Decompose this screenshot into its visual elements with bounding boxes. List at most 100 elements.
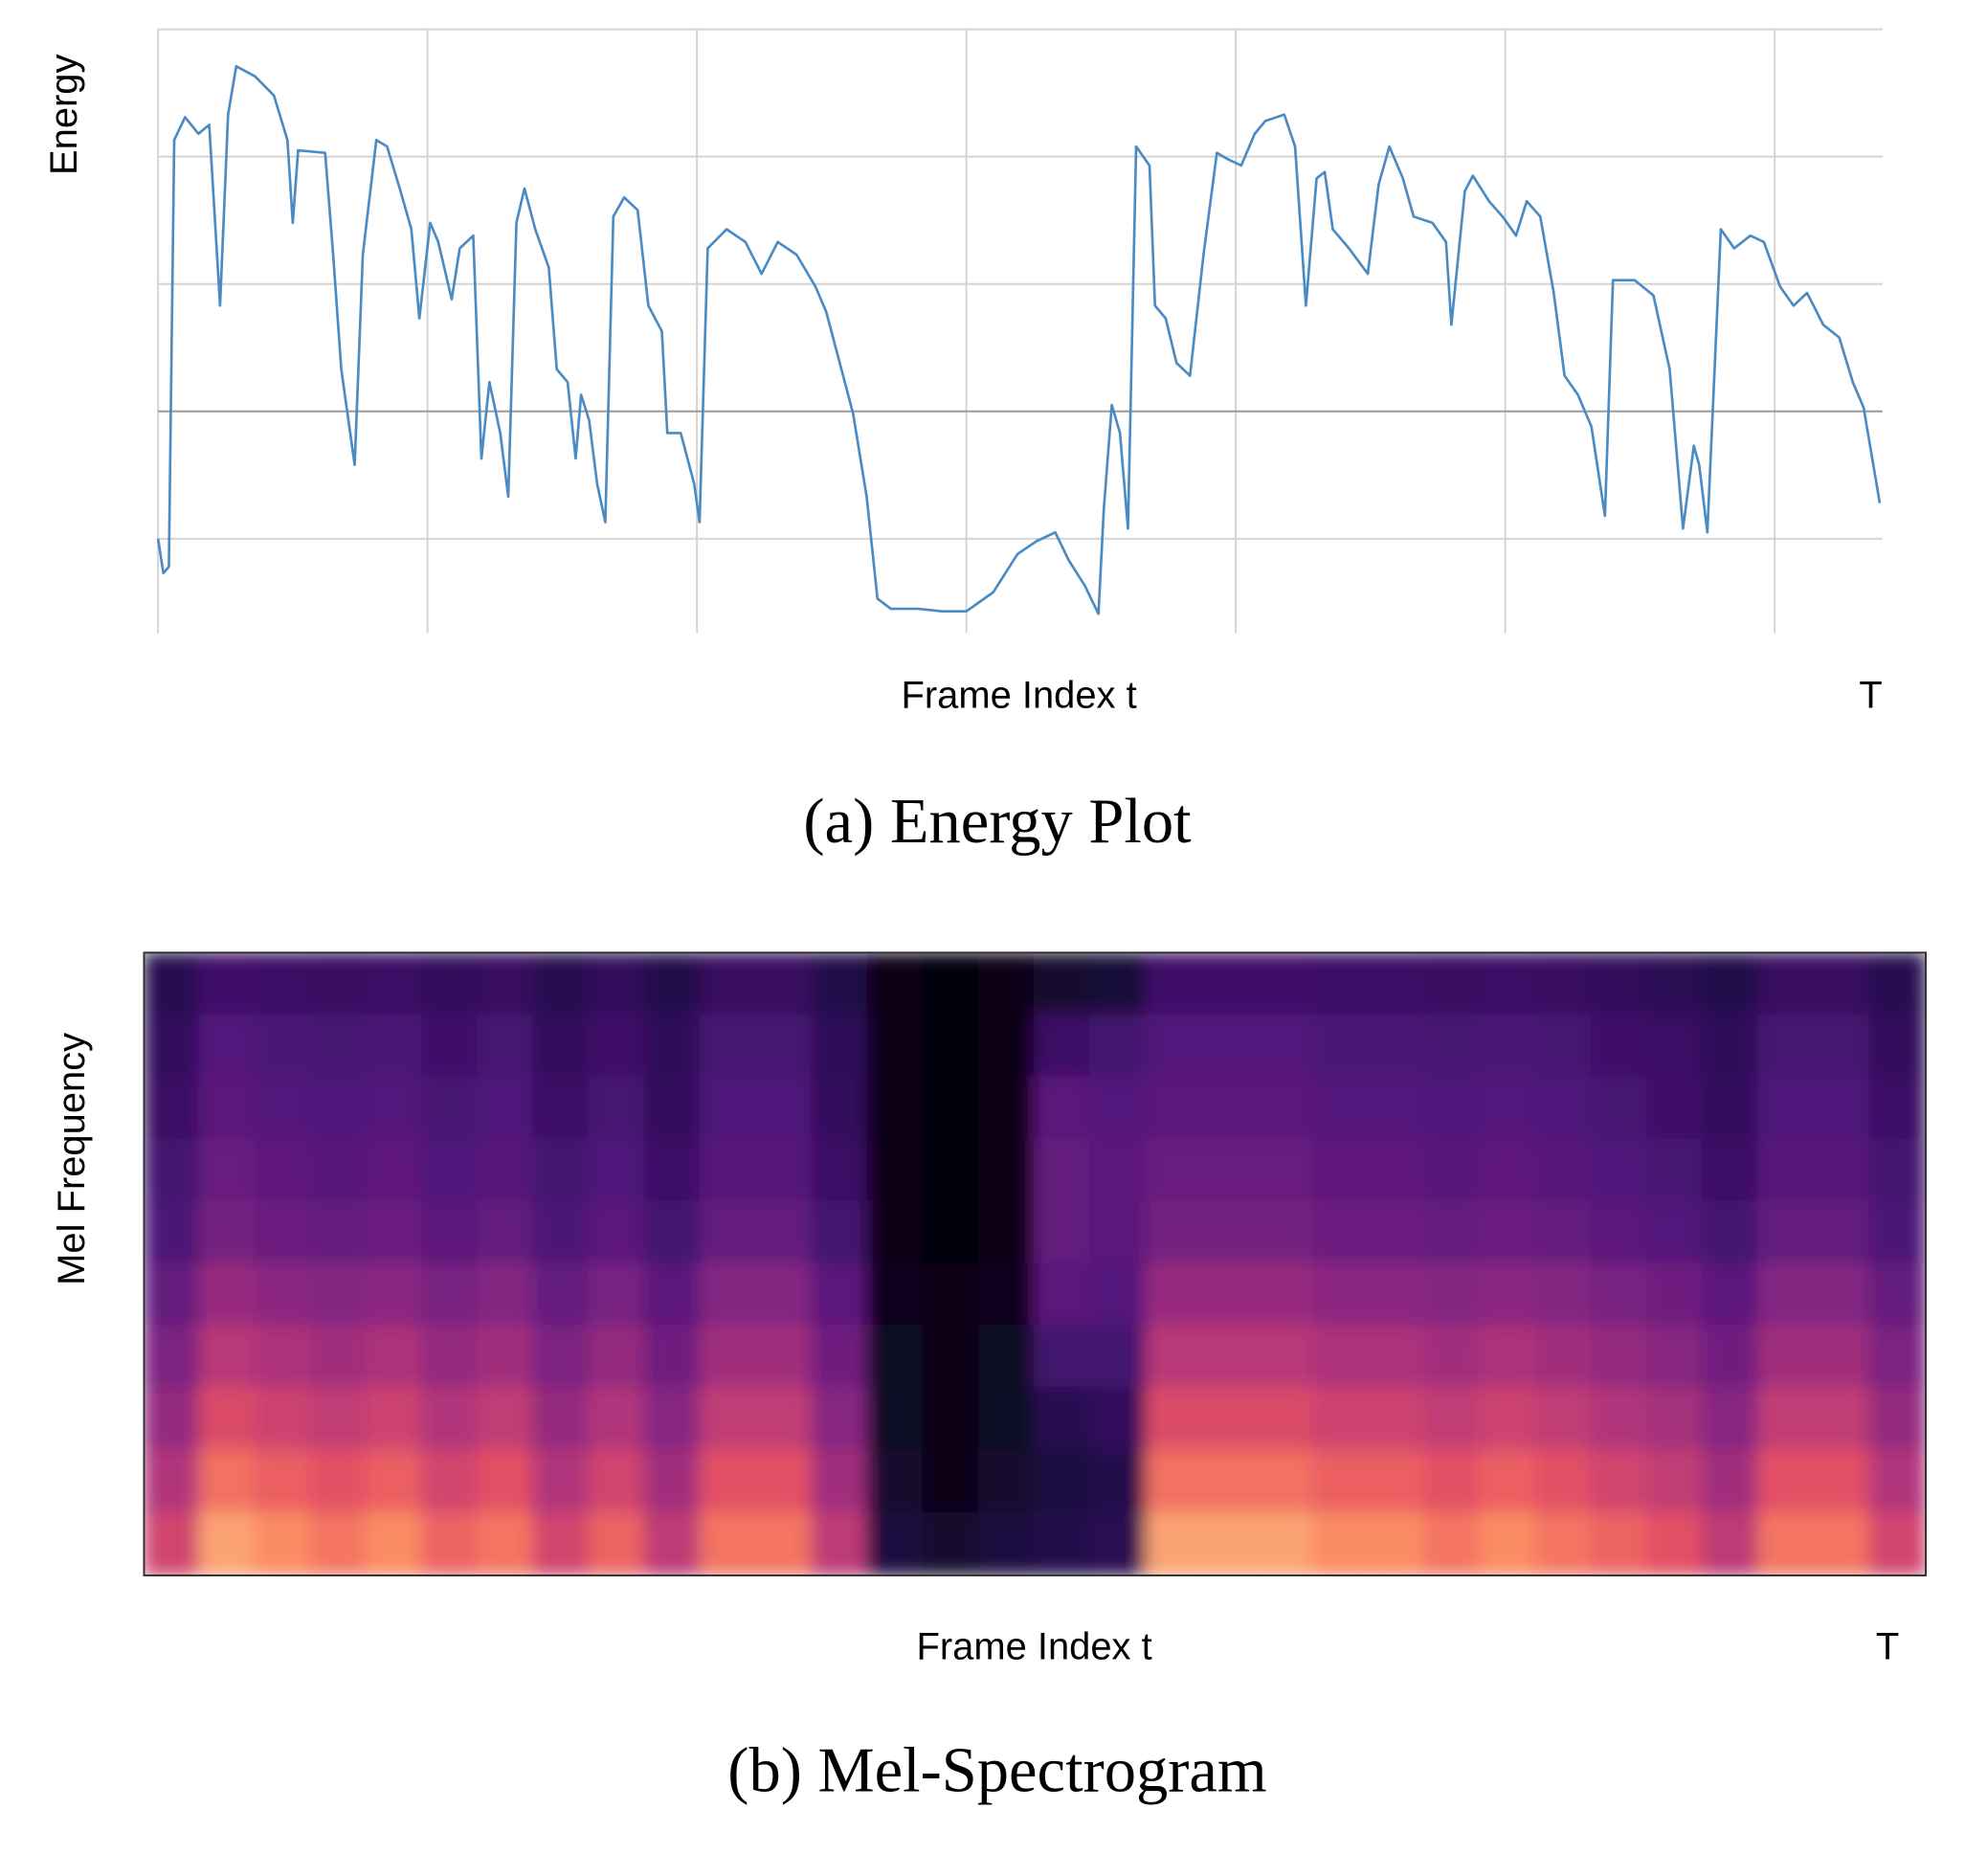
heatmap-cell bbox=[1813, 1387, 1872, 1453]
heatmap-cell bbox=[1868, 1449, 1927, 1515]
heatmap-cell bbox=[1813, 1076, 1872, 1141]
heatmap-cell bbox=[811, 1014, 870, 1079]
heatmap-cell bbox=[811, 1511, 870, 1575]
heatmap-cell bbox=[254, 1014, 313, 1079]
heatmap-cell bbox=[1590, 1138, 1649, 1203]
heatmap-cell bbox=[811, 952, 870, 1016]
heatmap-cell bbox=[1089, 1076, 1148, 1141]
heatmap-cell bbox=[477, 1262, 536, 1329]
heatmap-cell bbox=[532, 1076, 592, 1141]
heatmap-cell bbox=[1757, 952, 1816, 1016]
heatmap-cell bbox=[588, 1138, 647, 1203]
heatmap-cell bbox=[1534, 1325, 1594, 1391]
heatmap-cell bbox=[755, 1511, 814, 1575]
heatmap-cell bbox=[1256, 1076, 1315, 1141]
heatmap-cell bbox=[755, 1200, 814, 1265]
heatmap-cell bbox=[254, 1200, 313, 1265]
heatmap-cell bbox=[532, 1511, 592, 1575]
heatmap-cell bbox=[588, 952, 647, 1016]
heatmap-cell bbox=[699, 1200, 758, 1265]
heatmap-cell bbox=[1757, 1200, 1816, 1265]
heatmap-cell bbox=[977, 952, 1037, 1016]
heatmap-cell bbox=[1200, 1076, 1260, 1141]
heatmap-cell bbox=[144, 1138, 201, 1203]
heatmap-cell bbox=[1645, 1138, 1705, 1203]
heatmap-cell bbox=[1089, 1387, 1148, 1453]
heatmap-cell bbox=[1590, 1076, 1649, 1141]
heatmap-cell bbox=[1311, 1200, 1371, 1265]
heatmap-cell bbox=[198, 1511, 257, 1575]
heatmap-cell bbox=[1200, 1138, 1260, 1203]
heatmap-cell bbox=[1423, 1076, 1482, 1141]
heatmap-cell bbox=[1868, 1511, 1927, 1575]
heatmap-cell bbox=[811, 1449, 870, 1515]
heatmap-cell bbox=[1757, 1262, 1816, 1329]
heatmap-cell bbox=[922, 1387, 981, 1453]
heatmap-cell bbox=[1200, 952, 1260, 1016]
heatmap-cell bbox=[365, 1449, 424, 1515]
heatmap-cell bbox=[755, 1138, 814, 1203]
heatmap-cell bbox=[1256, 1449, 1315, 1515]
heatmap-cell bbox=[1311, 1262, 1371, 1329]
heatmap-cell bbox=[1033, 1449, 1092, 1515]
heatmap-cell bbox=[532, 1262, 592, 1329]
heatmap-cell bbox=[309, 1076, 368, 1141]
heatmap-cell bbox=[699, 1014, 758, 1079]
heatmap-cell bbox=[254, 1387, 313, 1453]
heatmap-cell bbox=[309, 1138, 368, 1203]
heatmap-cell bbox=[1813, 1014, 1872, 1079]
heatmap-cell bbox=[1479, 1511, 1538, 1575]
heatmap-cell bbox=[1590, 1200, 1649, 1265]
heatmap-cell bbox=[1311, 1511, 1371, 1575]
heatmap-cell bbox=[643, 1262, 703, 1329]
heatmap-cell bbox=[1200, 1387, 1260, 1453]
heatmap-cell bbox=[1479, 1076, 1538, 1141]
heatmap-cell bbox=[866, 952, 926, 1016]
heatmap-cell bbox=[1311, 1076, 1371, 1141]
heatmap-cell bbox=[1813, 1325, 1872, 1391]
heatmap-cell bbox=[1868, 1014, 1927, 1079]
heatmap-cell bbox=[309, 1449, 368, 1515]
heatmap-cell bbox=[1479, 1262, 1538, 1329]
heatmap-cell bbox=[643, 1200, 703, 1265]
heatmap-cell bbox=[699, 1325, 758, 1391]
heatmap-cell bbox=[643, 952, 703, 1016]
heatmap-cell bbox=[1757, 1325, 1816, 1391]
heatmap-cell bbox=[477, 1076, 536, 1141]
heatmap-cell bbox=[365, 1014, 424, 1079]
heatmap-frame bbox=[143, 951, 1928, 1576]
heatmap-cell bbox=[699, 1449, 758, 1515]
heatmap-cell bbox=[532, 1325, 592, 1391]
y-axis-label: Energy bbox=[43, 54, 85, 174]
heatmap-cell bbox=[1089, 1449, 1148, 1515]
heatmap-cell bbox=[1367, 1262, 1426, 1329]
heatmap-cell bbox=[1479, 1138, 1538, 1203]
heatmap-cell bbox=[1757, 1138, 1816, 1203]
heatmap-cell bbox=[365, 1325, 424, 1391]
heatmap-cell bbox=[1256, 1262, 1315, 1329]
heatmap-cell bbox=[309, 1387, 368, 1453]
heatmap-cell bbox=[588, 1262, 647, 1329]
heatmap-cell bbox=[866, 1138, 926, 1203]
heatmap-cell bbox=[421, 1325, 480, 1391]
caption: (a) Energy Plot bbox=[803, 787, 1192, 857]
heatmap-cell bbox=[1590, 1387, 1649, 1453]
heatmap-cell bbox=[1701, 1200, 1760, 1265]
heatmap-cell bbox=[1701, 1387, 1760, 1453]
heatmap-cell bbox=[1813, 1262, 1872, 1329]
heatmap-cell bbox=[1645, 1325, 1705, 1391]
heatmap-cell bbox=[1590, 1262, 1649, 1329]
heatmap-cell bbox=[1813, 1511, 1872, 1575]
heatmap-cell bbox=[866, 1325, 926, 1391]
x-axis-label: Frame Index t bbox=[916, 1626, 1151, 1668]
heatmap-cell bbox=[532, 1387, 592, 1453]
heatmap-cell bbox=[198, 1449, 257, 1515]
heatmap-cell bbox=[421, 952, 480, 1016]
heatmap-cell bbox=[1256, 1138, 1315, 1203]
heatmap-cell bbox=[1423, 1325, 1482, 1391]
heatmap-cell bbox=[1367, 1138, 1426, 1203]
heatmap-cell bbox=[755, 1076, 814, 1141]
heatmap-cell bbox=[1256, 1325, 1315, 1391]
heatmap-cell bbox=[1367, 1076, 1426, 1141]
heatmap-cell bbox=[198, 1200, 257, 1265]
